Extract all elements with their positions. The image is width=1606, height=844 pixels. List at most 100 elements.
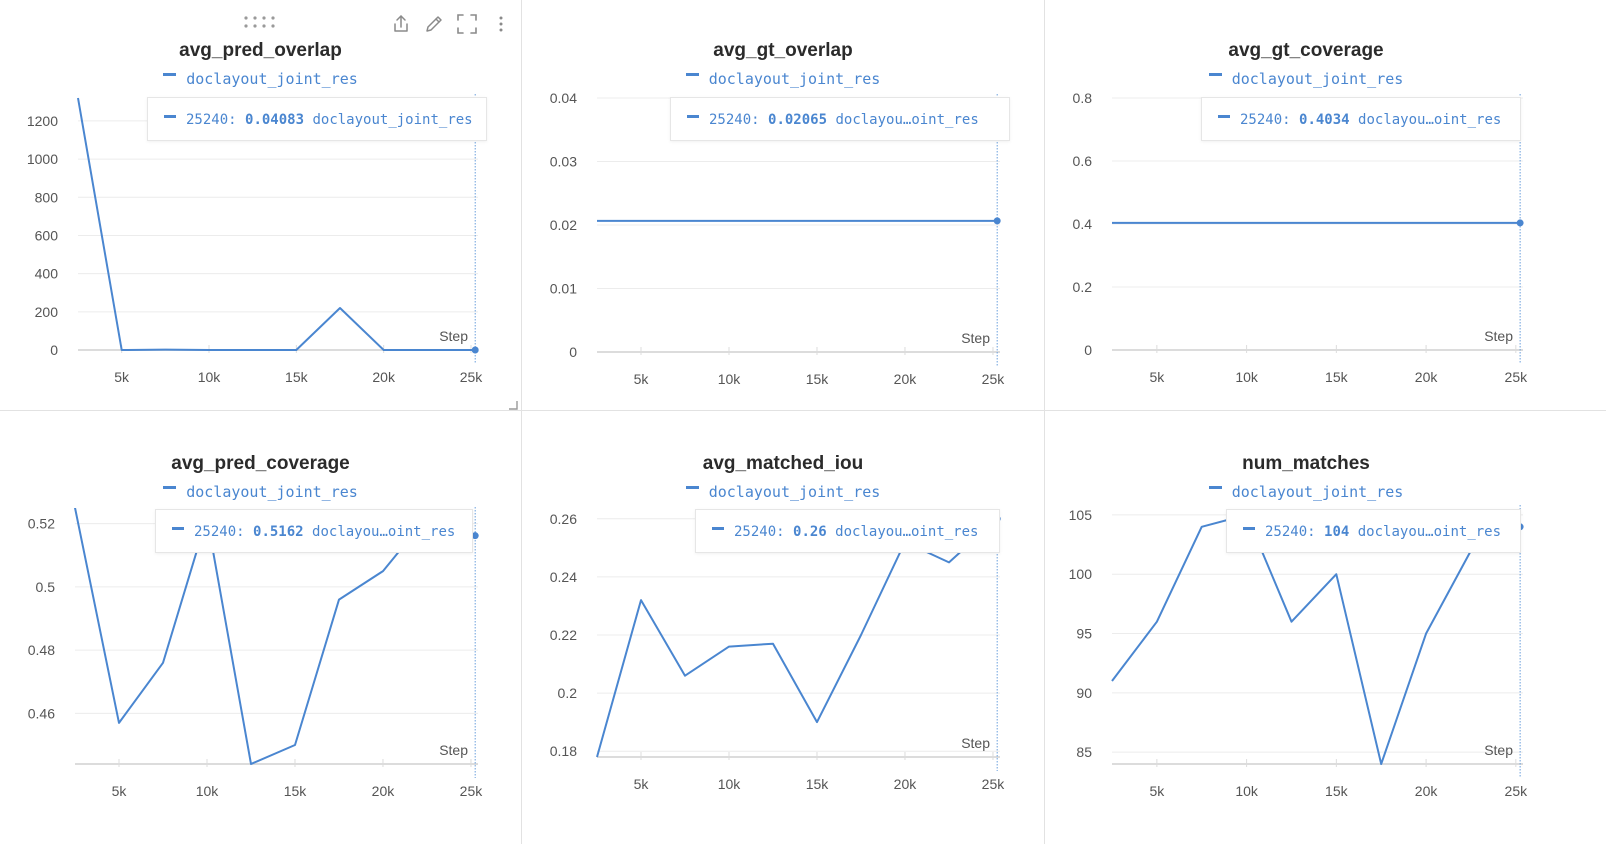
x-tick-label: 20k	[372, 369, 396, 385]
legend-swatch	[1208, 73, 1222, 76]
fullscreen-icon[interactable]	[455, 12, 479, 36]
chart-legend[interactable]: doclayout_joint_res	[0, 70, 521, 88]
drag-handle-icon[interactable]	[243, 14, 279, 30]
chart-title: num_matches	[1242, 453, 1370, 474]
y-tick-label: 0.46	[28, 705, 55, 721]
x-tick-label: 20k	[372, 783, 396, 799]
chart-title: avg_matched_iou	[702, 453, 864, 474]
y-tick-label: 200	[35, 304, 59, 320]
chart-panel-avg-matched-iou[interactable]: avg_matched_iou doclayout_joint_res 0.18…	[522, 411, 1044, 844]
x-tick-label: 5k	[112, 783, 128, 799]
edit-pencil-icon[interactable]	[422, 12, 446, 36]
chart-plot[interactable]: 0.46 0.48 0.5 0.52 5k 10k 15k 20k 25k Step	[0, 411, 521, 844]
y-tick-label: 0.03	[550, 154, 577, 170]
panel-divider-vertical-2	[1044, 0, 1045, 844]
chart-panel-avg-gt-coverage[interactable]: avg_gt_coverage doclayout_joint_res 0 0.2…	[1045, 0, 1606, 410]
hover-point	[1516, 219, 1524, 227]
series-line	[1111, 513, 1521, 765]
x-tick-label: 10k	[1235, 369, 1259, 385]
tooltip-value: 0.02065	[768, 112, 828, 128]
tooltip-swatch	[1218, 114, 1230, 118]
chart-plot[interactable]: 0 0.2 0.4 0.6 0.8 5k 10k 15k 20k 25k Step	[1045, 0, 1567, 410]
tooltip-swatch	[712, 526, 724, 530]
y-tick-label: 0.6	[1073, 153, 1093, 169]
chart-plot[interactable]: 85 90 95 100 105 5k 10k 15k 20k 25k Step	[1045, 411, 1567, 844]
hover-point	[993, 217, 1001, 225]
tooltip-step: 25240:	[734, 524, 785, 540]
x-axis-label: Step	[961, 735, 990, 751]
more-options-icon[interactable]	[489, 12, 513, 36]
tooltip-step: 25240:	[194, 524, 245, 540]
x-tick-label: 25k	[1505, 783, 1529, 799]
tooltip-step: 25240:	[186, 112, 237, 128]
y-tick-label: 0.4	[1073, 216, 1093, 232]
y-tick-label: 0.24	[550, 569, 577, 585]
y-tick-label: 0.18	[550, 743, 577, 759]
y-tick-label: 0.26	[550, 511, 577, 527]
chart-panel-avg-gt-overlap[interactable]: avg_gt_overlap doclayout_joint_res 0 0.01…	[522, 0, 1044, 410]
hover-tooltip: 25240: 0.04083 doclayout_joint_res	[147, 97, 487, 141]
tooltip-series: doclayou…oint_res	[835, 112, 979, 128]
tooltip-value: 104	[1324, 524, 1350, 540]
x-tick-label: 20k	[1415, 369, 1439, 385]
x-tick-label: 10k	[718, 776, 742, 792]
tooltip-value: 0.04083	[245, 112, 305, 128]
y-tick-label: 0	[50, 342, 58, 358]
chart-legend[interactable]: doclayout_joint_res	[522, 70, 1044, 88]
share-icon[interactable]	[389, 12, 413, 36]
hover-point	[471, 532, 479, 540]
x-tick-label: 15k	[1325, 369, 1349, 385]
chart-plot[interactable]: 0.18 0.2 0.22 0.24 0.26 5k 10k 15k 20k 25k Step	[522, 411, 1044, 844]
y-tick-label: 0.2	[558, 685, 578, 701]
y-tick-label: 95	[1076, 626, 1092, 642]
y-tick-label: 600	[35, 227, 59, 243]
chart-legend[interactable]: doclayout_joint_res	[1045, 70, 1567, 88]
hover-tooltip: 25240: 0.5162 doclayou…oint_res	[155, 509, 473, 553]
legend-swatch	[685, 486, 699, 489]
chart-panel-avg-pred-coverage[interactable]: avg_pred_coverage doclayout_joint_res 0.…	[0, 411, 521, 844]
tooltip-swatch	[172, 526, 184, 530]
chart-panel-num-matches[interactable]: num_matches doclayout_joint_res 85 90 95 10…	[1045, 411, 1606, 844]
resize-corner-icon[interactable]	[508, 397, 518, 410]
series-line	[596, 518, 998, 758]
chart-plot[interactable]: 0 200 400 600 800 1000 1200 5k 10k 15k 20k 25k Step	[0, 0, 521, 410]
chart-plot[interactable]: 0 0.01 0.02 0.03 0.04 5k 10k 15k 20k 25k Step	[522, 0, 1044, 410]
x-tick-label: 10k	[196, 783, 220, 799]
y-tick-label: 0.5	[36, 579, 56, 595]
tooltip-series: doclayou…oint_res	[312, 524, 456, 540]
x-axis-label: Step	[961, 330, 990, 346]
x-tick-label: 15k	[1325, 783, 1349, 799]
y-tick-label: 400	[35, 266, 59, 282]
legend-swatch	[685, 73, 699, 76]
tooltip-step: 25240:	[709, 112, 760, 128]
tooltip-value: 0.4034	[1299, 112, 1350, 128]
y-tick-label: 0.2	[1073, 279, 1093, 295]
y-tick-label: 100	[1069, 566, 1093, 582]
tooltip-value: 0.26	[793, 524, 827, 540]
legend-label: doclayout_joint_res	[1231, 483, 1404, 501]
hover-tooltip: 25240: 0.26 doclayou…oint_res	[695, 509, 1000, 553]
x-tick-label: 5k	[1149, 369, 1165, 385]
chart-panel-avg-pred-overlap[interactable]: avg_pred_overlap doclayout_joint_res 0 20…	[0, 0, 521, 410]
series-line	[77, 97, 476, 351]
y-tick-label: 0.48	[28, 642, 55, 658]
x-tick-label: 5k	[634, 776, 650, 792]
y-tick-label: 90	[1076, 685, 1092, 701]
x-tick-label: 25k	[982, 371, 1006, 387]
legend-label: doclayout_joint_res	[708, 483, 881, 501]
y-tick-label: 0.8	[1073, 90, 1093, 106]
chart-legend[interactable]: doclayout_joint_res	[0, 483, 521, 501]
legend-swatch	[1208, 486, 1222, 489]
x-tick-label: 10k	[198, 369, 222, 385]
y-tick-label: 1000	[27, 151, 58, 167]
y-tick-label: 0.04	[550, 90, 577, 106]
tooltip-swatch	[1243, 526, 1255, 530]
y-tick-label: 0	[1084, 342, 1092, 358]
x-tick-label: 25k	[460, 783, 484, 799]
panel-divider-vertical-1	[521, 0, 522, 844]
chart-legend[interactable]: doclayout_joint_res	[1045, 483, 1567, 501]
chart-legend[interactable]: doclayout_joint_res	[522, 483, 1044, 501]
tooltip-series: doclayou…oint_res	[1358, 112, 1502, 128]
legend-label: doclayout_joint_res	[708, 70, 881, 88]
tooltip-series: doclayou…oint_res	[1357, 524, 1502, 540]
